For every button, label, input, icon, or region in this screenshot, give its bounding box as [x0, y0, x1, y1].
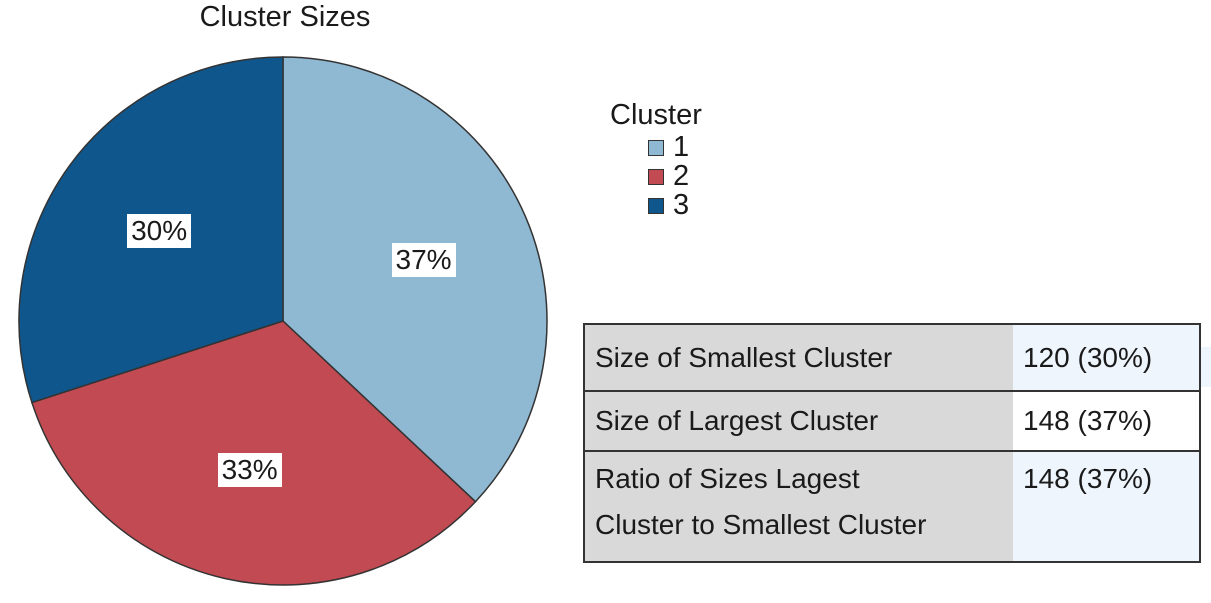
legend-swatch: [648, 139, 664, 156]
legend-label: 3: [673, 189, 690, 221]
row-value: 148 (37%): [1013, 390, 1200, 451]
legend-item-1: 1: [648, 131, 702, 163]
decorative-strip: [1199, 347, 1211, 387]
legend-label: 2: [673, 160, 690, 192]
legend-item-3: 3: [648, 189, 702, 221]
legend-title: Cluster: [610, 99, 702, 131]
row-label-line: Cluster to Smallest Cluster: [595, 509, 927, 540]
table-row: Size of Largest Cluster 148 (37%): [584, 390, 1200, 451]
legend-item-2: 2: [648, 160, 702, 192]
row-value: 120 (30%): [1013, 323, 1200, 391]
legend-swatch: [648, 168, 664, 185]
chart-title: Cluster Sizes: [199, 1, 371, 33]
slice-label-3: 30%: [127, 213, 192, 248]
slice-label-1: 37%: [391, 243, 456, 278]
cluster-stats-table: Size of Smallest Cluster 120 (30%) Size …: [583, 323, 1201, 563]
pie-chart: [18, 56, 548, 586]
legend-swatch: [648, 197, 664, 214]
legend: Cluster 1 2 3: [610, 97, 702, 221]
row-label: Size of Smallest Cluster: [584, 323, 1013, 391]
table-row: Ratio of Sizes Lagest Cluster to Smallest…: [584, 450, 1200, 562]
row-value: 148 (37%): [1013, 450, 1200, 562]
row-label: Size of Largest Cluster: [584, 390, 1013, 451]
slice-label-2: 33%: [217, 453, 282, 488]
pie-slice-1: [282, 56, 548, 503]
row-label-line: Ratio of Sizes Lagest: [595, 463, 860, 494]
pie-slice-2: [30, 320, 477, 586]
legend-label: 1: [673, 131, 690, 163]
table-row: Size of Smallest Cluster 120 (30%): [584, 323, 1200, 391]
row-label: Ratio of Sizes Lagest Cluster to Smallest…: [584, 450, 1013, 562]
